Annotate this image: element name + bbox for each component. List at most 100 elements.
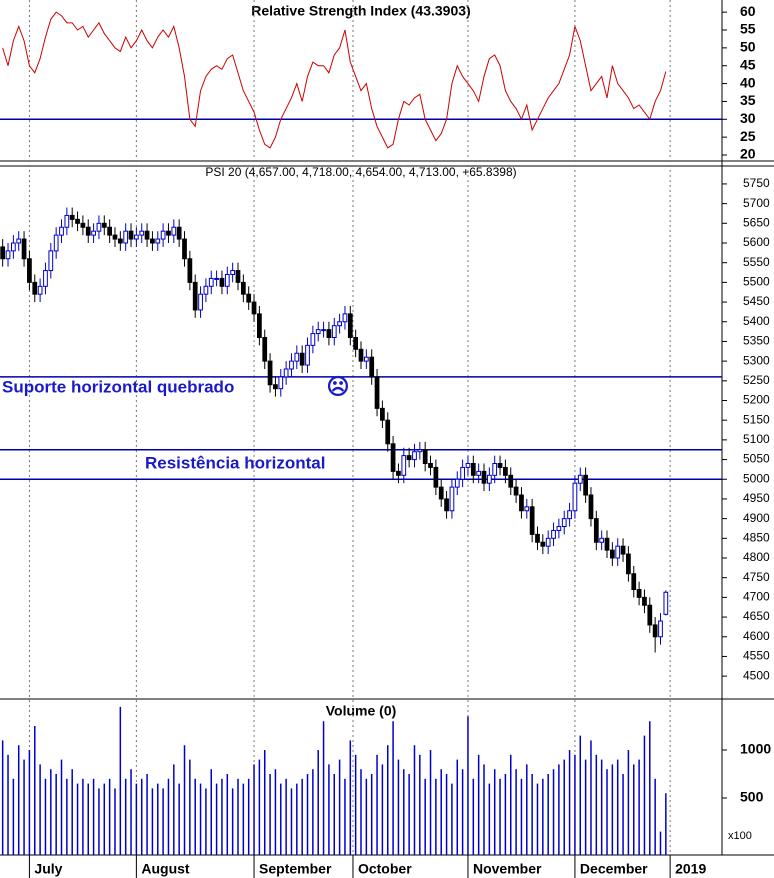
candle-body	[390, 443, 396, 472]
candle-body	[251, 301, 257, 315]
candle-body	[380, 407, 385, 421]
y-tick-label: 5100	[743, 432, 770, 446]
candle-body	[21, 238, 27, 260]
candle-body	[454, 478, 460, 488]
unit-label: x100	[728, 830, 752, 842]
candle-body	[53, 234, 59, 252]
candle-body	[577, 474, 583, 484]
candle-body	[208, 277, 214, 287]
candle-body	[444, 498, 449, 512]
candle-body	[80, 222, 86, 228]
candle-body	[48, 250, 54, 272]
y-tick-label: 5750	[743, 176, 770, 190]
candle-body	[139, 230, 145, 236]
y-tick-label: 5350	[743, 334, 770, 348]
candle-body	[75, 218, 80, 224]
y-tick-label: 5200	[743, 393, 770, 407]
y-tick-label: 4700	[743, 590, 770, 604]
y-tick-label: 4500	[743, 668, 770, 682]
candle-body	[150, 238, 155, 244]
candle-body	[369, 356, 375, 378]
candle-body	[43, 270, 48, 287]
candle-body	[663, 591, 669, 615]
candle-body	[91, 230, 96, 236]
candle-body	[331, 325, 337, 338]
candle-body	[257, 313, 262, 338]
candle-body	[155, 238, 161, 244]
candle-body	[144, 230, 150, 240]
candle-body	[540, 541, 546, 547]
candle-body	[385, 419, 391, 445]
candle-body	[198, 293, 203, 311]
candle-body	[604, 537, 610, 551]
candle-body	[123, 230, 129, 244]
y-tick-label: 5500	[743, 275, 770, 289]
candle-body	[160, 230, 166, 240]
y-tick-label: 45	[740, 56, 756, 72]
y-tick-label: 4800	[743, 550, 770, 564]
candle-body	[273, 384, 278, 390]
candle-body	[166, 230, 171, 236]
y-tick-label: 50	[740, 39, 756, 55]
annotation: Resistência horizontal	[145, 453, 325, 472]
candle-body	[171, 226, 177, 236]
candle-body	[176, 226, 182, 240]
rsi-line	[2, 11, 667, 149]
annotation: Suporte horizontal quebrado	[2, 377, 234, 396]
candle-body	[588, 494, 594, 520]
candle-body	[310, 333, 316, 346]
y-tick-label: 5700	[743, 196, 770, 210]
candle-body	[374, 376, 380, 409]
candle-body	[107, 226, 113, 236]
candle-body	[406, 455, 412, 461]
candle-body	[513, 486, 519, 496]
x-tick-label: December	[580, 861, 648, 877]
y-tick-label: 5150	[743, 412, 770, 426]
candle-body	[246, 293, 252, 303]
candle-body	[412, 451, 417, 461]
candle-body	[214, 277, 219, 280]
candle-body	[315, 329, 321, 335]
candle-body	[219, 277, 225, 287]
candle-body	[476, 470, 482, 476]
y-tick-label: 40	[740, 74, 756, 90]
candle-body	[567, 510, 572, 520]
candle-body	[428, 463, 433, 468]
candle-body	[283, 368, 289, 378]
y-tick-label: 4750	[743, 570, 770, 584]
candle-body	[658, 620, 663, 638]
y-tick-label: 4600	[743, 629, 770, 643]
candle-body	[289, 360, 294, 370]
candle-body	[240, 281, 246, 295]
candle-body	[524, 506, 530, 512]
y-tick-label: 5300	[743, 353, 770, 367]
candle-body	[417, 449, 423, 453]
candle-body	[278, 376, 284, 390]
y-tick-label: 5550	[743, 255, 770, 269]
candle-body	[438, 486, 444, 500]
y-tick-label: 5650	[743, 215, 770, 229]
candle-body	[305, 344, 310, 366]
y-tick-label: 4650	[743, 609, 770, 623]
candle-body	[0, 246, 6, 260]
candle-body	[508, 474, 514, 488]
candle-body	[37, 285, 43, 295]
candle-body	[134, 234, 139, 240]
candle-body	[609, 549, 615, 559]
x-tick-label: November	[473, 861, 542, 877]
candle-body	[85, 226, 91, 236]
candle-body	[396, 470, 401, 476]
candle-body	[192, 281, 198, 311]
candle-body	[59, 226, 64, 236]
x-tick-label: October	[358, 861, 412, 877]
annotation: ☹	[327, 374, 350, 399]
candle-body	[593, 518, 599, 543]
y-tick-label: 20	[740, 146, 756, 162]
candle-body	[449, 486, 455, 512]
candle-body	[551, 529, 556, 539]
candle-body	[460, 466, 465, 480]
candle-body	[182, 238, 187, 260]
x-tick-label: September	[259, 861, 332, 877]
candle-body	[652, 624, 658, 638]
